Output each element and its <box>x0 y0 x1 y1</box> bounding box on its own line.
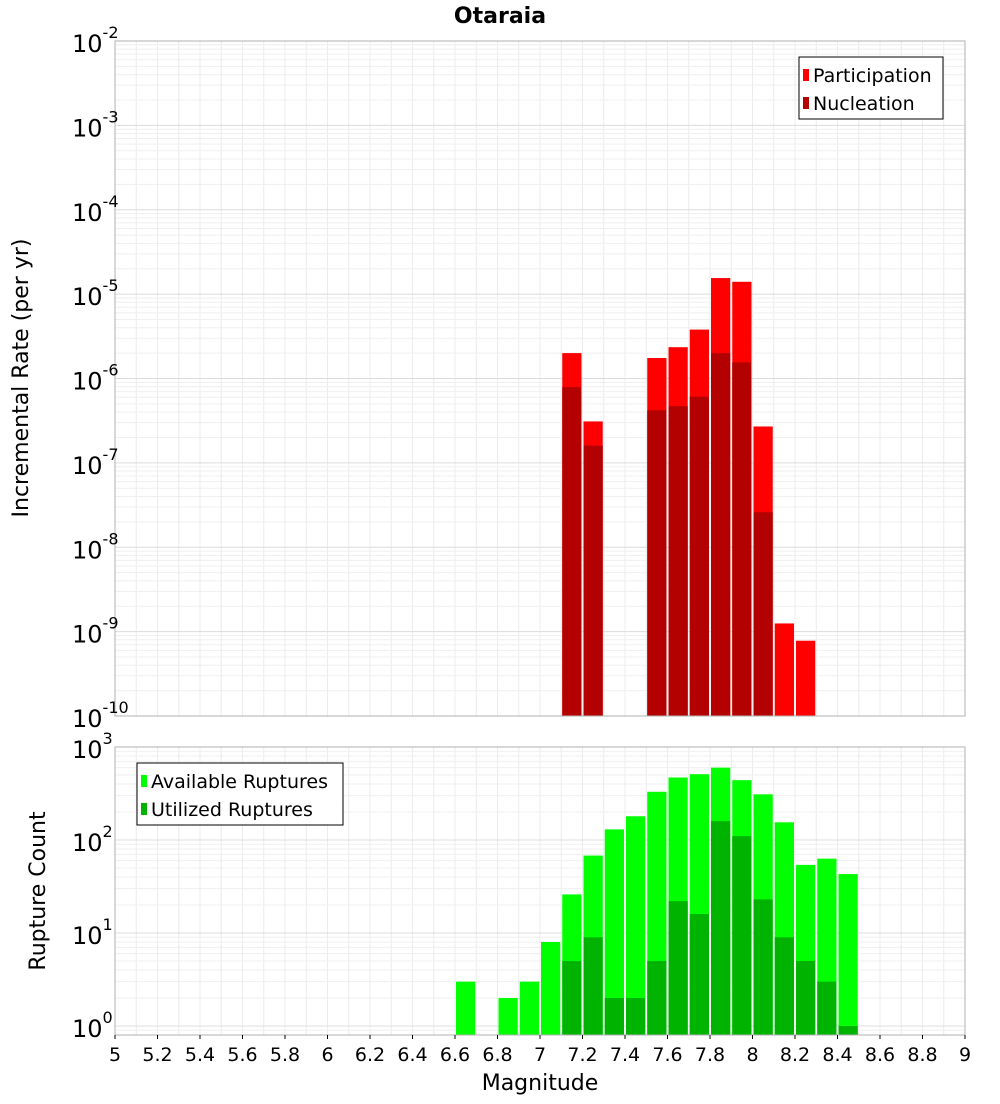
y-tick-label: 101 <box>72 915 113 950</box>
legend-swatch <box>803 97 809 109</box>
chart-title: Otaraia <box>454 4 546 29</box>
legend-swatch <box>803 69 809 81</box>
bar <box>626 816 646 1035</box>
bar <box>626 997 646 1035</box>
x-tick-label: 9 <box>959 1044 971 1066</box>
x-tick-label: 8.8 <box>907 1044 937 1066</box>
bar <box>519 981 539 1035</box>
x-tick-label: 5 <box>109 1044 121 1066</box>
bar <box>562 960 582 1035</box>
legend-swatch <box>141 775 147 787</box>
bar <box>796 640 816 716</box>
legend-box <box>798 56 944 120</box>
bar <box>562 387 582 716</box>
panel-2: 100 101 102 103 Rupture Count Available Ruptu… <box>26 729 966 1043</box>
bar <box>647 960 667 1035</box>
bar <box>498 997 518 1035</box>
x-tick-label: 6.8 <box>482 1044 512 1066</box>
bar <box>796 960 816 1035</box>
x-tick-label: 8.2 <box>780 1044 810 1066</box>
x-tick-label: 8.4 <box>822 1044 852 1066</box>
bar <box>838 1025 858 1035</box>
x-tick-label: 5.8 <box>270 1044 300 1066</box>
y-tick-label: 100 <box>72 1008 113 1043</box>
y-tick-label: 102 <box>72 822 113 857</box>
bar <box>838 874 858 1035</box>
y-tick-label: 10-9 <box>72 614 119 649</box>
x-tick-label: 7.8 <box>695 1044 725 1066</box>
bar <box>647 410 667 716</box>
x-tick-label: 6 <box>321 1044 333 1066</box>
legend-label: Available Ruptures <box>151 771 328 793</box>
bar <box>753 899 773 1035</box>
legend-label: Nucleation <box>813 93 915 115</box>
x-tick-label: 8 <box>746 1044 758 1066</box>
x-tick-label: 6.4 <box>397 1044 427 1066</box>
legend-box <box>136 762 344 826</box>
bar <box>668 901 688 1035</box>
bar <box>689 914 709 1035</box>
bar <box>604 997 624 1035</box>
x-axis-label: Magnitude <box>482 1071 599 1096</box>
x-tick-label: 7.6 <box>652 1044 682 1066</box>
y-tick-label: 10-5 <box>72 276 119 311</box>
x-tick-label: 6.6 <box>440 1044 470 1066</box>
bar <box>732 836 752 1035</box>
bar <box>753 512 773 716</box>
bar <box>711 353 731 716</box>
bar <box>817 981 837 1035</box>
legend-swatch <box>141 803 147 815</box>
bar <box>604 829 624 1035</box>
x-tick-label: 6.2 <box>355 1044 385 1066</box>
bar <box>583 445 603 716</box>
x-tick-label: 5.2 <box>142 1044 172 1066</box>
x-tick-label: 7.4 <box>610 1044 640 1066</box>
bar <box>541 942 561 1035</box>
y-tick-labels: 100 101 102 103 <box>72 729 113 1043</box>
x-tick-label: 5.6 <box>227 1044 257 1066</box>
y-tick-label: 10-10 <box>72 698 129 733</box>
y-tick-label: 103 <box>72 729 113 764</box>
bar <box>456 981 476 1035</box>
y-tick-label: 10-3 <box>72 107 119 142</box>
y-axis-label: Rupture Count <box>26 811 51 971</box>
y-tick-label: 10-2 <box>72 23 119 58</box>
y-tick-label: 10-8 <box>72 529 119 564</box>
y-tick-label: 10-7 <box>72 445 119 480</box>
legend-label: Utilized Ruptures <box>151 799 313 821</box>
bar <box>732 362 752 716</box>
series-utilized-ruptures <box>562 821 858 1035</box>
plot-frame <box>114 40 966 717</box>
bar <box>668 406 688 716</box>
y-tick-label: 10-4 <box>72 192 119 227</box>
bar <box>774 937 794 1035</box>
y-tick-label: 10-6 <box>72 361 119 396</box>
grid <box>114 746 966 1036</box>
bar <box>774 623 794 716</box>
series-nucleation <box>562 353 773 716</box>
legend: Available Ruptures Utilized Ruptures <box>136 762 344 826</box>
y-axis-label: Incremental Rate (per yr) <box>9 239 34 518</box>
x-tick-label: 7 <box>534 1044 546 1066</box>
grid <box>114 40 966 717</box>
x-tick-label: 7.2 <box>567 1044 597 1066</box>
x-tick-labels: 5 5.2 5.4 5.6 5.8 6 6.2 6.4 6.6 6.8 7 7.2 7.4 7.6 7.8 8… <box>109 1035 971 1066</box>
x-tick-label: 5.4 <box>185 1044 215 1066</box>
panel-1: 10-10 10-9 10-8 10-7 10-6 10-5 10-4 10-3 10-2 Inc… <box>9 23 966 733</box>
bar <box>583 937 603 1035</box>
bar <box>711 821 731 1035</box>
y-tick-labels: 10-10 10-9 10-8 10-7 10-6 10-5 10-4 10-3 10-2 <box>72 23 129 733</box>
x-tick-label: 8.6 <box>865 1044 895 1066</box>
legend: Participation Nucleation <box>798 56 944 120</box>
bar <box>689 396 709 716</box>
legend-label: Participation <box>813 65 932 87</box>
